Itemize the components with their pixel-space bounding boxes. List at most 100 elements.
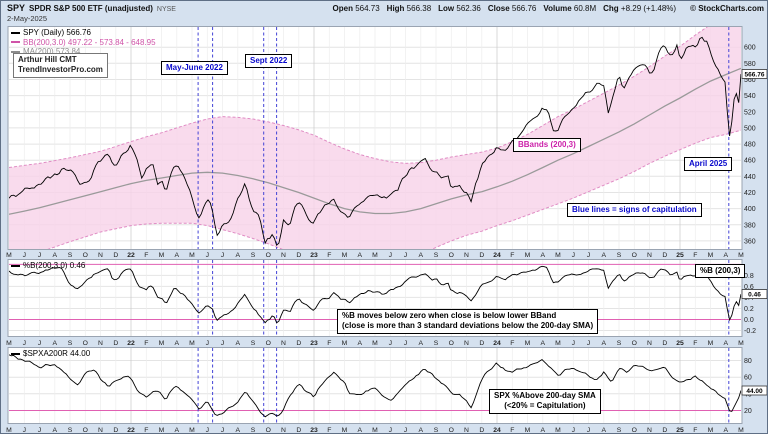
svg-text:24: 24	[493, 340, 501, 347]
exchange: NYSE	[156, 6, 176, 13]
svg-text:M: M	[708, 340, 714, 347]
svg-text:S: S	[251, 340, 256, 347]
quote-strip: Open 564.73 High 566.38 Low 562.36 Close 56…	[333, 4, 677, 13]
stockcharts-brand: © StockCharts.com	[690, 4, 764, 13]
svg-text:0.46: 0.46	[748, 292, 761, 299]
svg-text:F: F	[510, 340, 514, 347]
svg-text:A: A	[724, 340, 729, 347]
svg-text:J: J	[38, 427, 41, 434]
svg-text:S: S	[434, 252, 439, 259]
svg-text:520: 520	[744, 109, 756, 116]
svg-text:M: M	[738, 252, 744, 259]
svg-text:A: A	[358, 252, 363, 259]
svg-text:J: J	[206, 427, 209, 434]
svg-text:F: F	[144, 252, 148, 259]
svg-text:M: M	[189, 427, 195, 434]
svg-text:N: N	[647, 427, 652, 434]
svg-text:460: 460	[744, 158, 756, 165]
svg-text:J: J	[38, 252, 41, 259]
legend-dash-icon	[11, 41, 20, 44]
svg-text:24: 24	[493, 252, 501, 259]
svg-text:-0.2: -0.2	[744, 328, 756, 335]
svg-text:M: M	[189, 340, 195, 347]
svg-text:O: O	[83, 252, 88, 259]
legend-dash-icon	[11, 50, 20, 53]
svg-text:A: A	[419, 427, 424, 434]
svg-text:A: A	[53, 427, 58, 434]
svg-text:J: J	[389, 427, 392, 434]
svg-text:420: 420	[744, 190, 756, 197]
svg-text:M: M	[6, 252, 12, 259]
legend-dash-icon	[11, 264, 20, 267]
svg-text:O: O	[266, 340, 271, 347]
symbol: SPY	[7, 3, 26, 13]
svg-text:F: F	[510, 427, 514, 434]
svg-text:0.8: 0.8	[744, 273, 754, 280]
svg-text:J: J	[23, 340, 26, 347]
svg-text:S: S	[617, 340, 622, 347]
svg-text:M: M	[708, 427, 714, 434]
legend-item: MA(200) 573.84	[11, 47, 156, 57]
svg-text:N: N	[464, 340, 469, 347]
quote-item: Low 562.36	[438, 4, 481, 13]
svg-text:M: M	[189, 252, 195, 259]
svg-text:80: 80	[744, 358, 752, 365]
svg-text:N: N	[647, 252, 652, 259]
legend-item: %B(200,3.0) 0.46	[11, 261, 85, 271]
svg-text:F: F	[144, 427, 148, 434]
svg-text:540: 540	[744, 93, 756, 100]
svg-text:S: S	[617, 252, 622, 259]
svg-text:N: N	[647, 340, 652, 347]
svg-text:500: 500	[744, 125, 756, 132]
spx-note-line2: (<20% = Capitulation)	[504, 401, 586, 411]
svg-text:M: M	[6, 427, 12, 434]
svg-text:M: M	[555, 252, 561, 259]
author-line2: TrendInvestorPro.com	[18, 65, 103, 75]
svg-text:J: J	[221, 427, 224, 434]
annotation-sept-2022: Sept 2022	[245, 54, 293, 69]
svg-text:D: D	[113, 427, 118, 434]
quote-item: Close 566.76	[487, 4, 537, 13]
main-price-chart: 600 580 560 540 520 500 480 460 440 420 400 380 360 5…	[6, 26, 767, 259]
svg-text:M: M	[738, 427, 744, 434]
svg-text:M: M	[342, 340, 348, 347]
svg-text:N: N	[98, 427, 103, 434]
svg-text:23: 23	[310, 252, 318, 259]
svg-text:A: A	[236, 252, 241, 259]
annotation-april-2025: April 2025	[684, 157, 733, 172]
svg-text:A: A	[724, 252, 729, 259]
svg-text:23: 23	[310, 340, 318, 347]
svg-text:A: A	[541, 252, 546, 259]
svg-text:O: O	[449, 427, 454, 434]
svg-text:0.0: 0.0	[744, 317, 754, 324]
svg-text:25: 25	[676, 340, 684, 347]
svg-text:M: M	[6, 340, 12, 347]
svg-text:560: 560	[744, 77, 756, 84]
svg-text:22: 22	[127, 252, 135, 259]
svg-text:M: M	[555, 340, 561, 347]
svg-text:J: J	[404, 252, 407, 259]
spx-above-200-panel: 8060402044.00MJJASOND22FMAMJJASOND23FMAM…	[6, 347, 767, 434]
svg-text:S: S	[68, 427, 73, 434]
svg-text:F: F	[693, 340, 697, 347]
svg-text:M: M	[525, 252, 531, 259]
svg-text:N: N	[281, 427, 286, 434]
svg-text:0.6: 0.6	[744, 284, 754, 291]
svg-text:D: D	[479, 340, 484, 347]
svg-text:M: M	[372, 340, 378, 347]
svg-text:D: D	[662, 252, 667, 259]
svg-text:O: O	[83, 427, 88, 434]
svg-text:S: S	[68, 340, 73, 347]
svg-text:A: A	[236, 340, 241, 347]
svg-text:24: 24	[493, 427, 501, 434]
svg-text:440: 440	[744, 174, 756, 181]
svg-text:566.76: 566.76	[745, 72, 765, 79]
chart-header: SPY SPDR S&P 500 ETF (unadjusted) NYSE O…	[7, 3, 764, 13]
svg-text:A: A	[724, 427, 729, 434]
svg-text:J: J	[572, 252, 575, 259]
svg-text:J: J	[221, 252, 224, 259]
quote-item: Chg +8.29 (+1.48%)	[603, 4, 677, 13]
percent-b-panel: 0.80.60.40.20.0-0.20.46MJJASOND22FMAMJJA…	[6, 259, 767, 347]
svg-text:A: A	[236, 427, 241, 434]
svg-text:J: J	[572, 427, 575, 434]
